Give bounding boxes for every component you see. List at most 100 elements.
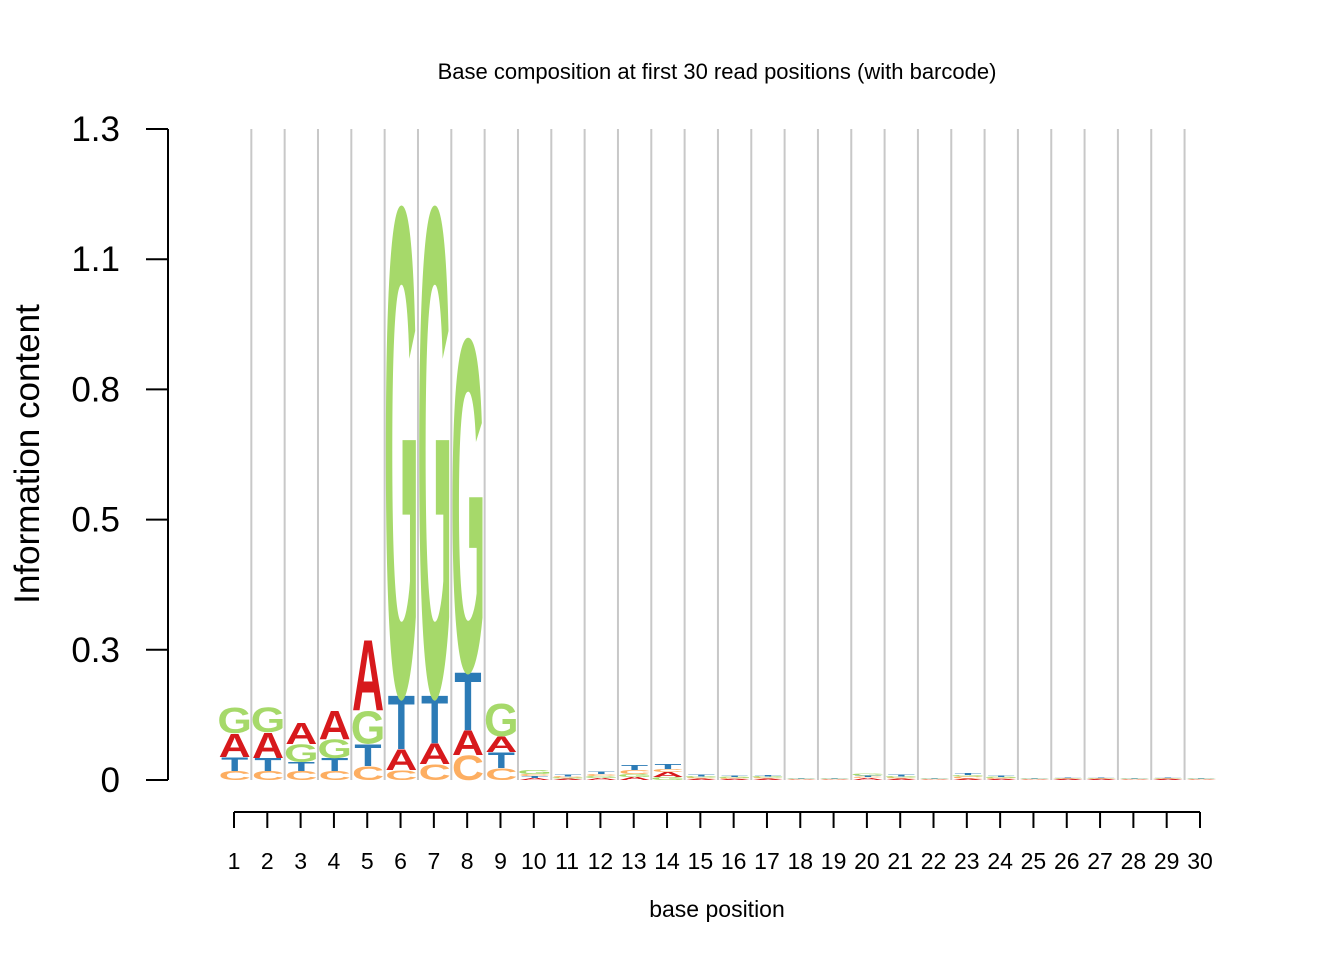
logo-letter-A: A — [1185, 779, 1217, 780]
logo-letter-T: T — [988, 776, 1015, 778]
logo-letter-C: C — [1019, 779, 1051, 780]
logo-letter-T: T — [888, 774, 915, 777]
logo-letter-C: C — [685, 777, 717, 779]
logo-letter-C: C — [652, 768, 684, 773]
logo-letter-A: A — [1052, 779, 1084, 781]
logo-letter-T: T — [488, 748, 516, 773]
x-tick-label: 10 — [521, 848, 547, 874]
logo-letter-T: T — [288, 759, 315, 773]
logo-letter-T: T — [354, 738, 382, 773]
x-axis: 1 2 3 4 5 6 7 8 9 10 11 12 13 14 15 16 17 18 19 20 21 22 23 24 2… — [228, 811, 1213, 874]
logo-letter-A: A — [1085, 779, 1117, 781]
x-tick-label: 3 — [294, 848, 307, 874]
x-tick-label: 20 — [854, 848, 880, 874]
x-tick-label: 1 — [228, 848, 241, 874]
x-tick-label: 8 — [461, 848, 474, 874]
x-tick-label: 17 — [754, 848, 780, 874]
y-tick-label: 0.8 — [71, 370, 120, 409]
logo-letter-C: C — [752, 777, 784, 779]
x-tick-label: 5 — [361, 848, 374, 874]
logo-letter-G: G — [284, 739, 319, 768]
y-axis-title: Information content — [8, 304, 47, 604]
logo-letter-G: G — [317, 734, 352, 764]
vertical-gridlines — [250, 129, 1186, 780]
logo-letter-A: A — [1019, 779, 1051, 780]
logo-letter-T: T — [1121, 778, 1148, 779]
logo-letter-T: T — [954, 773, 981, 776]
logo-letter-C: C — [1119, 779, 1151, 780]
logo-letter-G: G — [1184, 778, 1219, 779]
logo-letter-T: T — [1021, 778, 1048, 779]
logo-letter-A: A — [1119, 779, 1151, 780]
logo-letter-G: G — [1051, 778, 1086, 779]
logo-letter-C: C — [1152, 778, 1184, 779]
logo-letter-T: T — [854, 775, 881, 777]
logo-letter-A: A — [285, 717, 317, 752]
logo-letter-C: C — [785, 779, 817, 780]
logo-letter-C: C — [585, 774, 617, 777]
logo-letter-C: C — [552, 776, 584, 778]
logo-letter-A: A — [519, 778, 551, 781]
logo-letter-G: G — [1117, 778, 1152, 779]
x-tick-label: 13 — [621, 848, 647, 874]
logo-letter-T: T — [554, 774, 581, 777]
logo-letter-A: A — [952, 778, 984, 780]
logo-letter-T: T — [921, 778, 948, 779]
logo-letter-T: T — [688, 774, 715, 777]
logo-letter-T: T — [1154, 777, 1181, 778]
logo-letter-A: A — [685, 778, 717, 780]
logo-letter-C: C — [1085, 778, 1117, 779]
logo-letter-A: A — [319, 703, 351, 749]
logo-letter-A: A — [1152, 779, 1184, 781]
logo-letter-G: G — [751, 776, 786, 778]
logo-letter-G: G — [651, 776, 686, 781]
logo-letter-T: T — [221, 754, 248, 776]
x-tick-label: 7 — [427, 848, 440, 874]
logo-letter-C: C — [252, 768, 284, 782]
logo-letter-A: A — [619, 776, 651, 781]
logo-letter-G: G — [351, 702, 386, 754]
logo-letter-A: A — [452, 724, 484, 762]
logo-letter-C: C — [519, 774, 551, 777]
logo-letter-T: T — [1188, 778, 1215, 779]
logo-letter-A: A — [652, 771, 684, 779]
logo-letter-T: T — [254, 755, 281, 775]
logo-letter-T: T — [788, 778, 815, 779]
logo-letter-G: G — [617, 773, 652, 778]
logo-letter-C: C — [619, 769, 651, 775]
y-tick-label: 1.3 — [71, 110, 120, 149]
logo-letter-A: A — [352, 618, 384, 732]
logo-letter-G: G — [517, 769, 552, 775]
x-tick-label: 23 — [954, 848, 980, 874]
x-tick-label: 9 — [494, 848, 507, 874]
logo-letter-C: C — [485, 766, 517, 784]
logo-letter-C: C — [452, 749, 484, 787]
logo-letter-C: C — [985, 778, 1017, 780]
logo-letter-G: G — [884, 776, 919, 778]
logo-letter-C: C — [352, 763, 384, 785]
logo-letter-T: T — [754, 775, 781, 777]
y-axis: 0 0.3 0.5 0.8 1.1 1.3 — [71, 110, 169, 800]
x-tick-label: 21 — [887, 848, 913, 874]
logo-letter-A: A — [552, 778, 584, 780]
logo-letter-A: A — [985, 779, 1017, 781]
x-tick-label: 26 — [1054, 848, 1080, 874]
logo-letter-A: A — [485, 732, 517, 757]
logo-letter-G: G — [684, 776, 719, 778]
logo-letter-C: C — [1185, 779, 1217, 780]
logo-letter-G: G — [1151, 778, 1186, 779]
logo-letter-T: T — [721, 775, 748, 777]
logo-letter-T: T — [654, 763, 682, 771]
logo-letter-C: C — [852, 777, 884, 779]
